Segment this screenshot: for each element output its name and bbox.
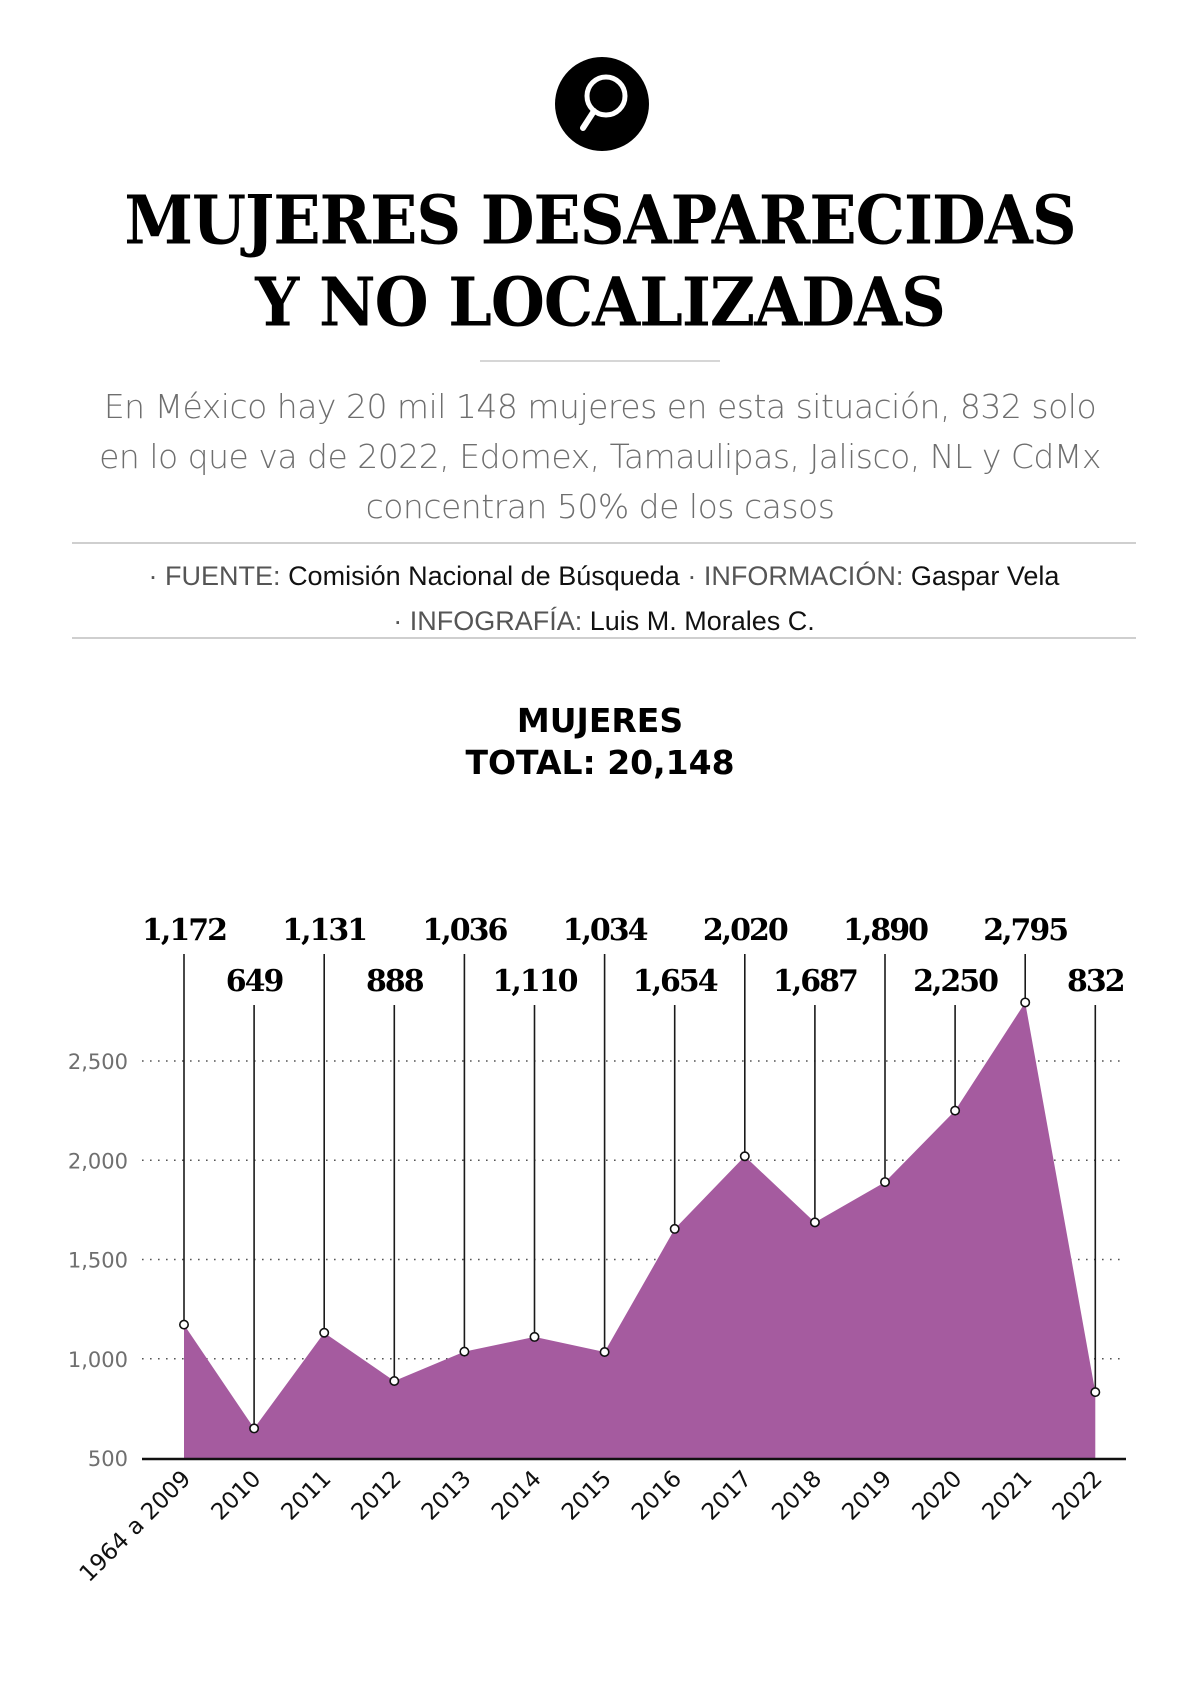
subtitle-line-2: en lo que va de 2022, Edomex, Tamaulipas… xyxy=(99,437,1101,476)
y-tick-label: 500 xyxy=(88,1447,128,1471)
x-tick-label: 2016 xyxy=(627,1466,687,1526)
graphic-value: Luis M. Morales C. xyxy=(589,606,815,636)
value-label: 2,795 xyxy=(983,913,1067,948)
subtitle-line-3: concentran 50% de los casos xyxy=(365,487,835,526)
value-label: 832 xyxy=(1067,964,1124,999)
title-line-1: MUJERES DESAPARECIDAS xyxy=(124,181,1076,260)
x-tick-label: 2019 xyxy=(837,1466,897,1526)
x-tick-label: 2014 xyxy=(487,1466,547,1526)
subtitle: En México hay 20 mil 148 mujeres en esta… xyxy=(80,382,1120,532)
x-tick-label: 2010 xyxy=(207,1466,267,1526)
x-tick-label: 1964 a 2009 xyxy=(75,1466,196,1587)
y-tick-label: 2,500 xyxy=(68,1050,128,1074)
y-tick-label: 2,000 xyxy=(68,1149,128,1173)
data-point xyxy=(950,1105,961,1116)
source-label: · FUENTE: xyxy=(148,561,281,591)
data-point xyxy=(1090,1387,1101,1398)
chart-title: MUJERES xyxy=(516,701,684,740)
x-tick-label: 2018 xyxy=(767,1466,827,1526)
data-point xyxy=(809,1217,820,1228)
value-label: 2,020 xyxy=(703,913,788,948)
data-point xyxy=(249,1423,260,1434)
credits-line-1: · FUENTE: Comisión Nacional de Búsqueda … xyxy=(72,554,1136,599)
value-label: 1,036 xyxy=(422,913,507,948)
data-point xyxy=(179,1319,190,1330)
data-points xyxy=(179,997,1101,1434)
x-tick-label: 2012 xyxy=(347,1466,407,1526)
info-label: · INFORMACIÓN: xyxy=(687,561,904,591)
chart-heading: MUJERES TOTAL: 20,148 xyxy=(0,700,1200,784)
value-label: 1,654 xyxy=(633,964,718,999)
x-tick-label: 2011 xyxy=(277,1466,337,1526)
y-axis: 500 1,000 1,500 2,000 2,500 xyxy=(68,1050,128,1471)
credits-line-2: · INFOGRAFÍA: Luis M. Morales C. xyxy=(72,599,1136,644)
value-label: 1,687 xyxy=(773,964,857,999)
data-point xyxy=(389,1375,400,1386)
data-point xyxy=(669,1223,680,1234)
data-point xyxy=(599,1347,610,1358)
data-point xyxy=(739,1151,750,1162)
x-tick-label: 2013 xyxy=(417,1466,477,1526)
page-title: MUJERES DESAPARECIDAS Y NO LOCALIZADAS xyxy=(0,180,1200,344)
data-point xyxy=(319,1327,330,1338)
credits: · FUENTE: Comisión Nacional de Búsqueda … xyxy=(72,554,1136,644)
value-label: 649 xyxy=(226,964,283,999)
graphic-label: · INFOGRAFÍA: xyxy=(393,606,583,636)
area-series xyxy=(184,1002,1096,1458)
title-line-2: Y NO LOCALIZADAS xyxy=(255,263,946,342)
x-axis: 1964 a 2009 2010 2011 2012 2013 2014 2015 2016 2… xyxy=(75,1466,1108,1587)
x-tick-label: 2017 xyxy=(697,1466,757,1526)
magnifier-logo-icon xyxy=(555,57,649,151)
credits-bottom-divider xyxy=(72,637,1136,639)
subtitle-line-1: En México hay 20 mil 148 mujeres en esta… xyxy=(103,387,1097,426)
leader-lines xyxy=(183,954,1097,1425)
value-label: 1,172 xyxy=(142,913,226,948)
y-tick-label: 1,500 xyxy=(68,1249,128,1273)
value-label: 1,034 xyxy=(563,913,648,948)
x-tick-label: 2015 xyxy=(557,1466,617,1526)
info-value: Gaspar Vela xyxy=(910,561,1060,591)
x-tick-label: 2020 xyxy=(908,1466,968,1526)
value-label: 888 xyxy=(366,964,424,999)
source-value: Comisión Nacional de Búsqueda xyxy=(288,561,680,591)
value-label: 1,890 xyxy=(843,913,928,948)
data-point xyxy=(879,1177,890,1188)
x-tick-label: 2021 xyxy=(978,1466,1038,1526)
title-divider xyxy=(480,360,720,362)
y-tick-label: 1,000 xyxy=(68,1348,128,1372)
credits-top-divider xyxy=(72,542,1136,544)
value-label: 1,110 xyxy=(493,964,578,999)
chart-total: TOTAL: 20,148 xyxy=(465,743,735,782)
value-label: 1,131 xyxy=(282,913,366,948)
data-point xyxy=(459,1346,470,1357)
data-point xyxy=(1020,997,1031,1008)
x-tick-label: 2022 xyxy=(1048,1466,1108,1526)
data-point xyxy=(529,1331,540,1342)
value-label: 2,250 xyxy=(913,964,998,999)
